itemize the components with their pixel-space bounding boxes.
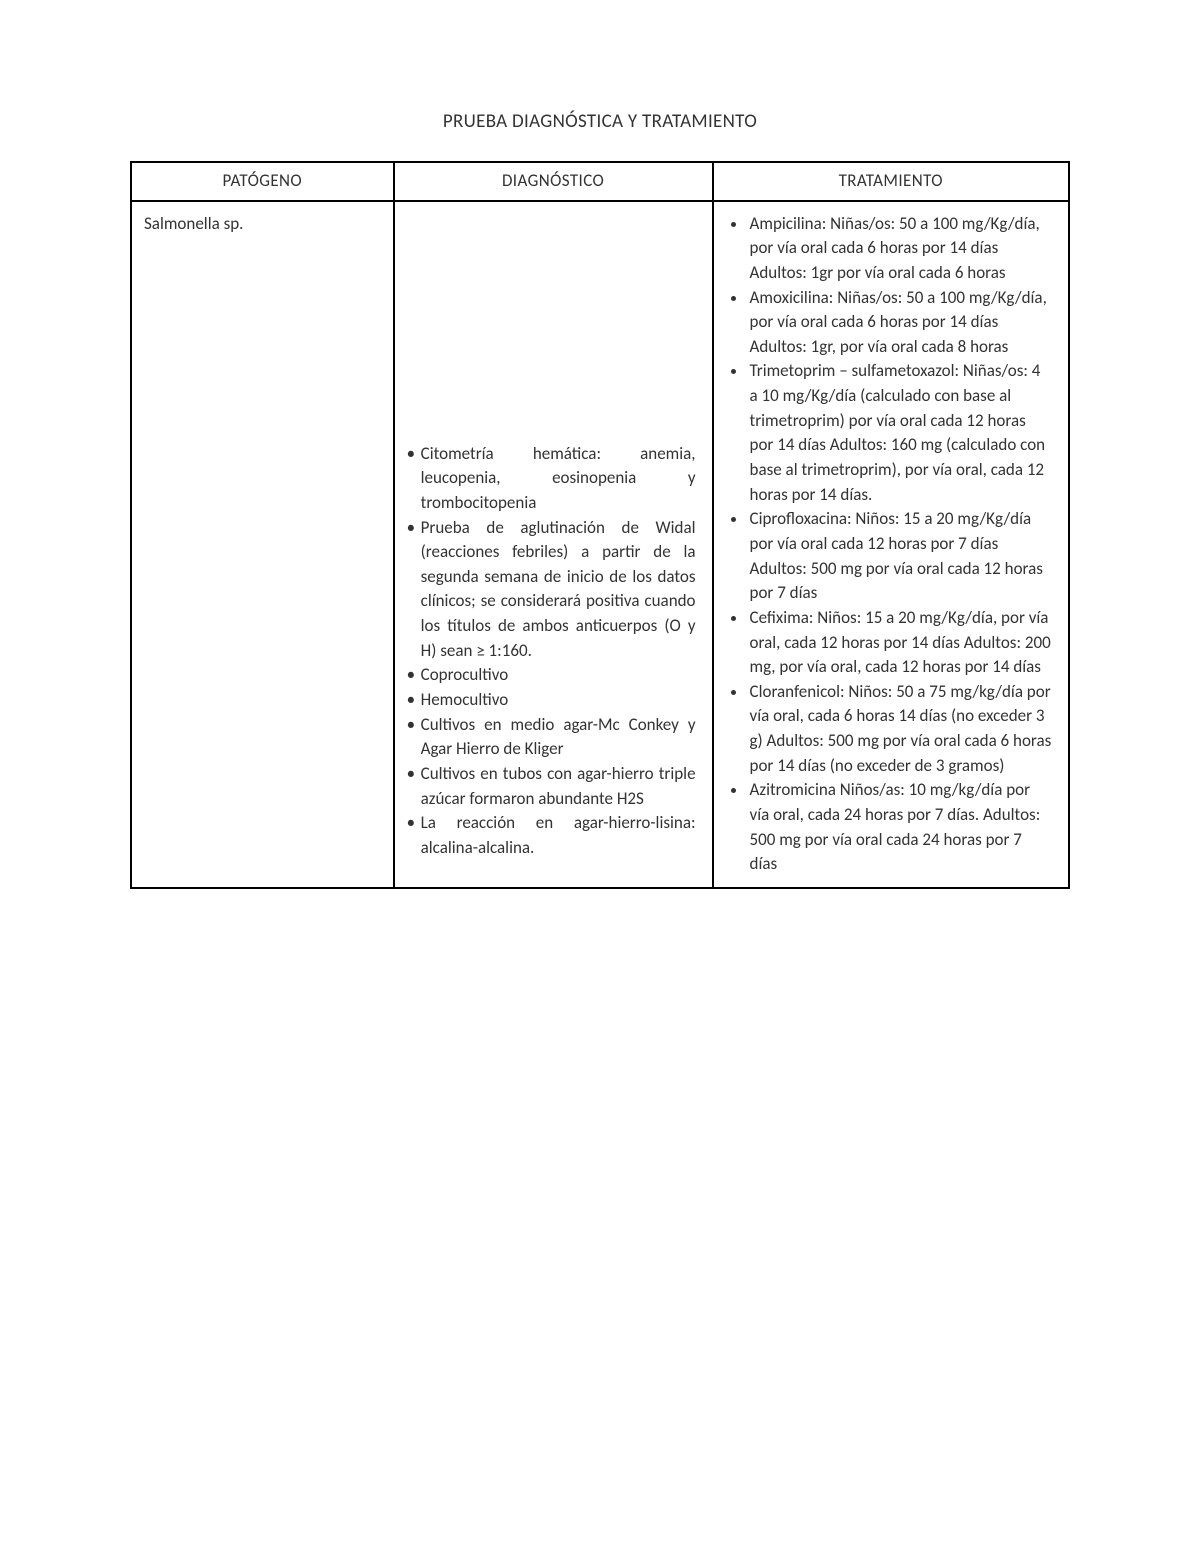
patogeno-value: Salmonella sp.	[144, 213, 243, 234]
tratamiento-list: Ampicilina: Niñas/os: 50 a 100 mg/Kg/día…	[726, 212, 1056, 877]
list-item: Cultivos en medio agar-Mc Conkey y Agar …	[421, 713, 696, 762]
list-item: Cultivos en tubos con agar-hierro triple…	[421, 762, 696, 811]
diagnostico-list: Citometría hemática: anemia, leucopenia,…	[407, 442, 700, 861]
header-tratamiento: TRATAMIENTO	[713, 162, 1069, 201]
list-item: Hemocultivo	[421, 688, 696, 713]
cell-patogeno: Salmonella sp.	[131, 201, 394, 888]
cell-tratamiento: Ampicilina: Niñas/os: 50 a 100 mg/Kg/día…	[713, 201, 1069, 888]
list-item: Amoxicilina: Niñas/os: 50 a 100 mg/Kg/dí…	[748, 286, 1052, 360]
table-row: Salmonella sp. Citometría hemática: anem…	[131, 201, 1069, 888]
list-item: Cloranfenicol: Niños: 50 a 75 mg/kg/día …	[748, 680, 1052, 779]
header-diagnostico: DIAGNÓSTICO	[394, 162, 713, 201]
page-title: PRUEBA DIAGNÓSTICA Y TRATAMIENTO	[130, 110, 1070, 133]
list-item: Azitromicina Niños/as: 10 mg/kg/día por …	[748, 778, 1052, 877]
diagnosis-treatment-table: PATÓGENO DIAGNÓSTICO TRATAMIENTO Salmone…	[130, 161, 1070, 889]
list-item: Citometría hemática: anemia, leucopenia,…	[421, 442, 696, 516]
cell-diagnostico: Citometría hemática: anemia, leucopenia,…	[394, 201, 713, 888]
list-item: La reacción en agar-hierro-lisina: alcal…	[421, 811, 696, 860]
header-patogeno: PATÓGENO	[131, 162, 394, 201]
list-item: Ampicilina: Niñas/os: 50 a 100 mg/Kg/día…	[748, 212, 1052, 286]
list-item: Coprocultivo	[421, 663, 696, 688]
table-header-row: PATÓGENO DIAGNÓSTICO TRATAMIENTO	[131, 162, 1069, 201]
document-page: PRUEBA DIAGNÓSTICA Y TRATAMIENTO PATÓGEN…	[0, 0, 1200, 949]
list-item: Prueba de aglutinación de Widal (reaccio…	[421, 516, 696, 664]
list-item: Trimetoprim – sulfametoxazol: Niñas/os: …	[748, 359, 1052, 507]
list-item: Cefixima: Niños: 15 a 20 mg/Kg/día, por …	[748, 606, 1052, 680]
list-item: Ciprofloxacina: Niños: 15 a 20 mg/Kg/día…	[748, 507, 1052, 606]
